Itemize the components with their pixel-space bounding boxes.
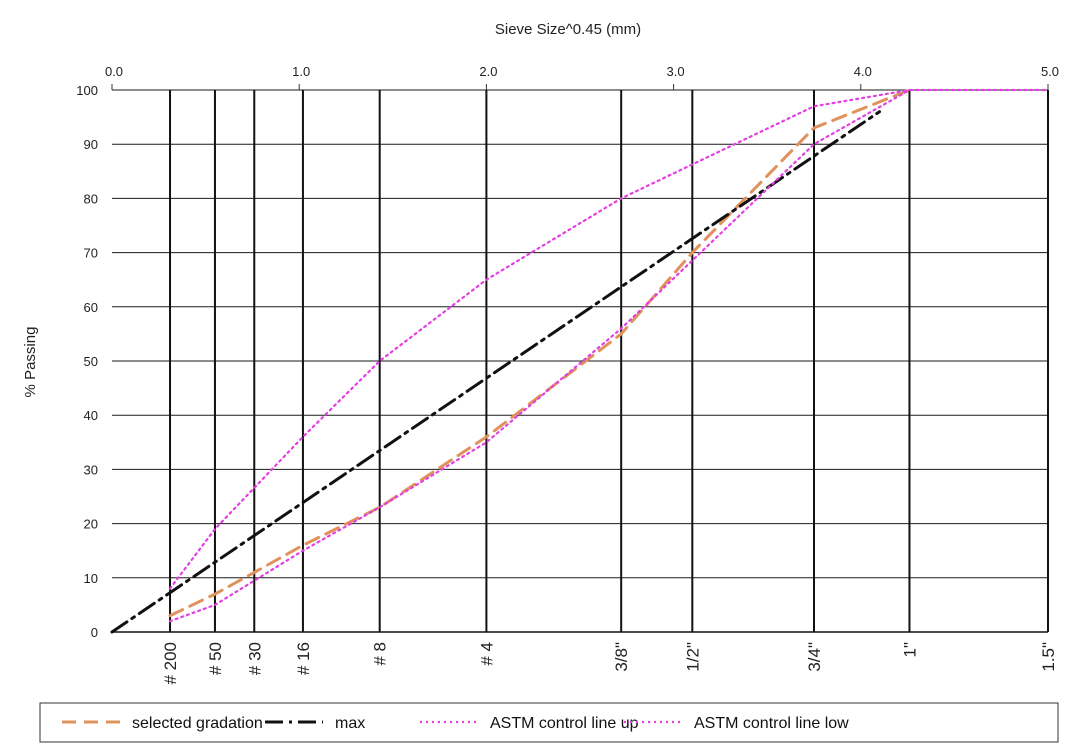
sieve-label: # 50 bbox=[206, 642, 225, 675]
legend-label: selected gradation bbox=[132, 715, 263, 732]
sieve-label: 3/4" bbox=[805, 642, 824, 672]
sieve-label: # 16 bbox=[294, 642, 313, 675]
sieve-label: # 8 bbox=[371, 642, 390, 666]
legend-box bbox=[39, 702, 1059, 743]
y-tick-label: 70 bbox=[84, 246, 98, 261]
series-line-astm-control-line-up bbox=[168, 88, 911, 590]
legend: selected gradation max ASTM control line u… bbox=[39, 702, 1059, 743]
y-tick-label: 100 bbox=[76, 83, 98, 98]
series-line-astm-control-line-low bbox=[168, 88, 1050, 623]
y-tick-label: 80 bbox=[84, 191, 98, 206]
y-tick-label: 50 bbox=[84, 354, 98, 369]
sieve-label: 1/2" bbox=[683, 642, 702, 672]
y-tick-label: 90 bbox=[84, 137, 98, 152]
sieve-label: # 4 bbox=[477, 642, 496, 666]
sieve-label: # 200 bbox=[161, 642, 180, 685]
legend-label: ASTM control line low bbox=[694, 715, 849, 732]
sieve-label: # 30 bbox=[245, 642, 264, 675]
x-tick-label: 3.0 bbox=[667, 64, 685, 79]
x-tick-label: 0.0 bbox=[105, 64, 123, 79]
legend-label: max bbox=[335, 715, 365, 732]
sieve-label: 1.5" bbox=[1039, 642, 1058, 672]
y-tick-label: 30 bbox=[84, 462, 98, 477]
x-tick-label: 4.0 bbox=[854, 64, 872, 79]
y-tick-label: 0 bbox=[91, 625, 98, 640]
sieve-label: 3/8" bbox=[612, 642, 631, 672]
grid-layer bbox=[111, 84, 1049, 633]
x-tick-label: 5.0 bbox=[1041, 64, 1059, 79]
labels-layer: Sieve Size^0.45 (mm) % Passing 0 10 20 30 40… bbox=[22, 21, 1059, 685]
series-layer bbox=[110, 88, 1050, 634]
y-tick-label: 10 bbox=[84, 571, 98, 586]
y-axis-title: % Passing bbox=[22, 327, 39, 398]
series-line-selected-gradation bbox=[168, 88, 911, 618]
sieve-label: 1" bbox=[900, 642, 919, 658]
series-line-max bbox=[110, 110, 881, 634]
y-tick-label: 20 bbox=[84, 517, 98, 532]
x-tick-label: 2.0 bbox=[479, 64, 497, 79]
x-axis-title: Sieve Size^0.45 (mm) bbox=[495, 21, 641, 38]
x-tick-label: 1.0 bbox=[292, 64, 310, 79]
y-tick-label: 60 bbox=[84, 300, 98, 315]
y-tick-label: 40 bbox=[84, 408, 98, 423]
legend-label: ASTM control line up bbox=[490, 715, 639, 732]
